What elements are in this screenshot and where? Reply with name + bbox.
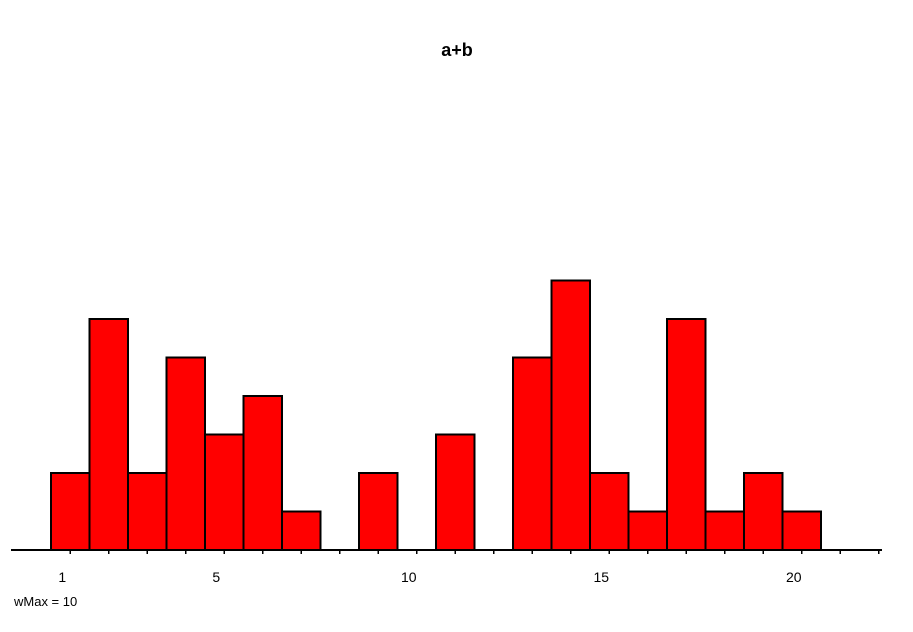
bar-14 (550, 279, 591, 551)
x-tick-label-15: 15 (593, 569, 609, 585)
bar-17 (666, 318, 707, 551)
bar-16 (627, 510, 668, 551)
bar-5 (204, 433, 245, 551)
bar-3 (127, 472, 168, 551)
bar-19 (743, 472, 784, 551)
bar-13 (512, 356, 553, 551)
bar-1 (50, 472, 91, 551)
chart-title: a+b (441, 40, 473, 60)
x-tick-labels: 1 5 10 15 20 (58, 569, 801, 585)
bar-15 (589, 472, 630, 551)
x-tick-label-5: 5 (212, 569, 220, 585)
x-tick-label-10: 10 (401, 569, 417, 585)
bars (50, 279, 822, 551)
bar-11 (435, 433, 476, 551)
bar-2 (88, 318, 129, 551)
bar-6 (242, 395, 283, 551)
bar-4 (165, 356, 206, 551)
bar-7 (281, 510, 322, 551)
x-tick-label-1: 1 (58, 569, 66, 585)
x-tick-label-20: 20 (786, 569, 802, 585)
x-ticks (69, 550, 880, 554)
bar-9 (358, 472, 399, 551)
bar-20 (781, 510, 822, 551)
wmax-note: wMax = 10 (13, 594, 77, 609)
bar-18 (704, 510, 745, 551)
